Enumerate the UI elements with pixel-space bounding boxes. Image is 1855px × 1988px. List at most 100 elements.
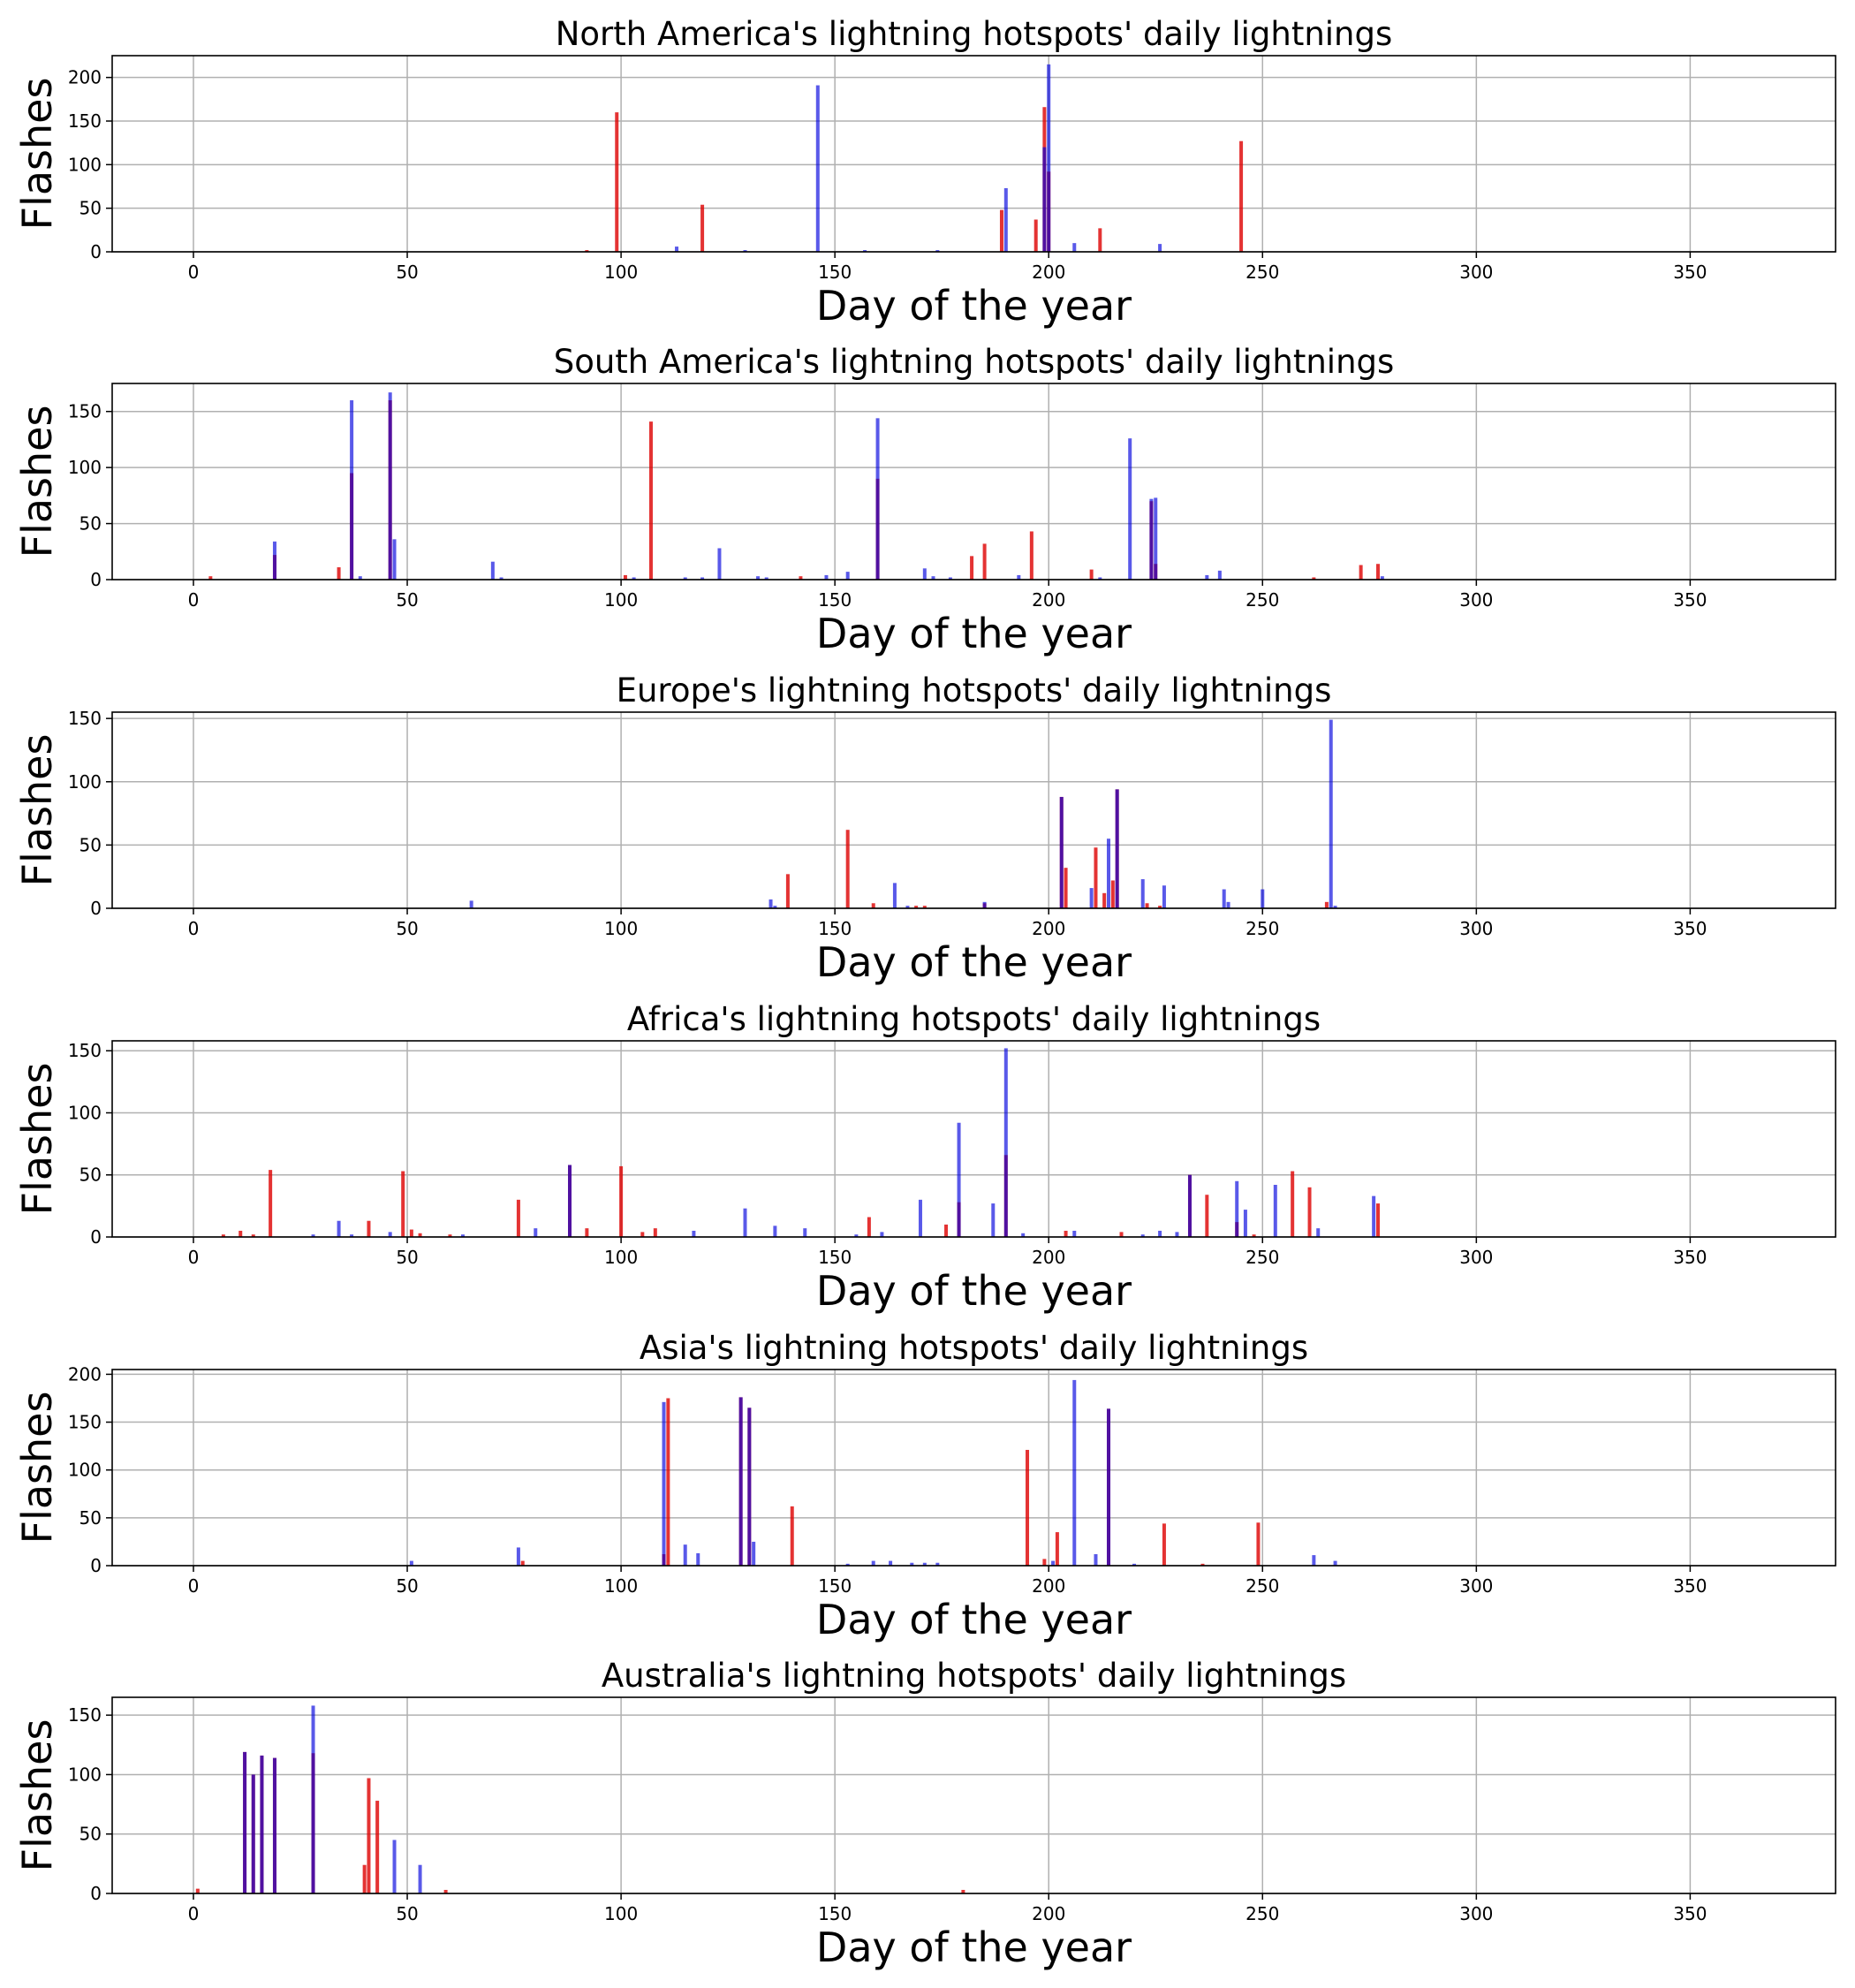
- bar-series1-day-47: [392, 1840, 397, 1893]
- x-tick-label: 150: [818, 1575, 852, 1597]
- y-tick-label: 150: [68, 110, 102, 132]
- bar-series0-day-11: [238, 1230, 243, 1237]
- x-tick-label: 250: [1246, 589, 1279, 611]
- bar-series0-day-217: [1119, 1232, 1124, 1237]
- bar-series1-day-193: [1017, 574, 1021, 580]
- chart-title: North America's lightning hotspots' dail…: [556, 15, 1393, 53]
- bar-series1-day-201: [1051, 1560, 1056, 1566]
- bar-series0-day-171: [922, 906, 927, 908]
- bar-series1-day-177: [948, 577, 952, 580]
- x-axis-label: Day of the year: [816, 1267, 1132, 1315]
- bar-series0-day-92: [585, 1228, 589, 1237]
- bar-series1-day-160: [875, 418, 880, 580]
- bar-series0-day-105: [640, 1232, 645, 1237]
- bar-series1-day-203: [1059, 796, 1064, 908]
- bar-series1-day-206: [1072, 243, 1077, 252]
- bar-series1-day-157: [863, 250, 867, 252]
- y-tick-label: 100: [68, 154, 102, 175]
- bar-series0-day-261: [1307, 1187, 1312, 1237]
- bar-series0-day-199: [1042, 1559, 1047, 1566]
- bar-series1-day-129: [743, 1208, 747, 1237]
- x-tick-label: 50: [396, 1903, 418, 1924]
- x-tick-label: 0: [188, 1903, 200, 1924]
- y-tick-label: 150: [68, 1704, 102, 1726]
- bar-series0-day-213: [1102, 892, 1107, 908]
- x-tick-label: 200: [1032, 1903, 1065, 1924]
- x-tick-label: 100: [604, 1903, 638, 1924]
- chart-panel-4: Asia's lightning hotspots' daily lightni…: [13, 1329, 1836, 1643]
- x-axis-label: Day of the year: [816, 1924, 1132, 1971]
- y-axis-label: Flashes: [13, 734, 61, 887]
- bar-series0-day-40: [362, 1864, 367, 1893]
- x-tick-label: 150: [818, 589, 852, 611]
- bar-series1-day-153: [845, 1563, 850, 1566]
- bar-series1-day-222: [1140, 1234, 1145, 1237]
- y-tick-label: 100: [68, 771, 102, 793]
- bar-series1-day-136: [773, 906, 777, 908]
- bar-series0-day-139: [785, 874, 790, 908]
- chart-title: Africa's lightning hotspots' daily light…: [627, 1000, 1321, 1038]
- y-axis-label: Flashes: [13, 1392, 61, 1544]
- chart-panel-2: Europe's lightning hotspots' daily light…: [13, 672, 1836, 986]
- plot-frame: [111, 383, 1836, 580]
- x-tick-label: 200: [1032, 1575, 1065, 1597]
- bar-series0-day-236: [1200, 1563, 1205, 1566]
- chart-title: South America's lightning hotspots' dail…: [554, 343, 1395, 381]
- bar-series1-day-253: [1273, 1184, 1277, 1237]
- y-axis-label: Flashes: [13, 78, 61, 231]
- chart-title: Europe's lightning hotspots' daily light…: [617, 672, 1332, 709]
- bar-series1-day-230: [1175, 1232, 1179, 1237]
- bar-series1-day-214: [1106, 1408, 1110, 1566]
- bar-series1-day-266: [1329, 719, 1333, 908]
- x-tick-label: 300: [1459, 262, 1493, 283]
- bar-series1-day-206: [1072, 1379, 1077, 1566]
- bar-series1-day-80: [534, 1228, 538, 1237]
- bar-series0-day-265: [1324, 901, 1329, 908]
- x-tick-label: 150: [818, 918, 852, 939]
- bar-series0-day-273: [1359, 565, 1363, 580]
- bar-series1-day-170: [918, 1199, 922, 1237]
- y-axis-label: Flashes: [13, 406, 61, 558]
- bar-series0-day-180: [961, 1889, 965, 1893]
- bar-series0-day-77: [520, 1560, 525, 1566]
- x-tick-label: 50: [396, 589, 418, 611]
- bar-series1-day-240: [1217, 570, 1222, 580]
- x-tick-label: 50: [396, 262, 418, 283]
- bar-series0-day-196: [1029, 531, 1034, 580]
- bar-series0-day-76: [516, 1199, 520, 1237]
- bar-series1-day-212: [1098, 577, 1102, 580]
- bar-series1-day-53: [418, 1864, 422, 1893]
- bar-series1-day-136: [773, 1225, 777, 1237]
- bar-series1-day-134: [764, 577, 768, 580]
- bar-series0-day-1: [195, 1888, 200, 1893]
- bar-series1-day-278: [1380, 576, 1384, 580]
- y-tick-label: 100: [68, 1102, 102, 1123]
- bar-series0-day-111: [666, 1398, 670, 1566]
- bar-series0-day-34: [337, 567, 341, 580]
- x-tick-label: 0: [188, 918, 200, 939]
- bar-series0-day-248: [1252, 1234, 1256, 1237]
- y-tick-label: 0: [90, 1883, 102, 1904]
- x-tick-label: 200: [1032, 589, 1065, 611]
- bar-series1-day-146: [815, 85, 820, 253]
- bar-series1-day-242: [1226, 901, 1230, 908]
- bar-series1-day-174: [935, 1562, 940, 1566]
- bar-series0-day-237: [1205, 1195, 1209, 1237]
- bar-series1-day-190: [1003, 187, 1008, 252]
- bar-series1-day-129: [743, 250, 747, 252]
- bar-series1-day-187: [991, 1203, 996, 1237]
- bar-series1-day-132: [756, 576, 761, 580]
- bar-series1-day-88: [568, 1165, 572, 1237]
- x-tick-label: 150: [818, 262, 852, 283]
- bar-series0-day-277: [1375, 564, 1380, 580]
- bar-series0-day-176: [944, 1224, 949, 1237]
- bar-series0-day-202: [1055, 1532, 1059, 1566]
- bar-series1-day-153: [845, 572, 850, 580]
- bar-series1-day-135: [768, 899, 773, 908]
- bar-series1-day-12: [243, 1751, 247, 1893]
- bar-series0-day-210: [1089, 569, 1094, 580]
- bar-series1-day-115: [683, 577, 687, 580]
- bar-series1-day-214: [1106, 838, 1110, 908]
- x-tick-label: 100: [604, 1247, 638, 1268]
- chart-panel-5: Australia's lightning hotspots' daily li…: [13, 1657, 1836, 1971]
